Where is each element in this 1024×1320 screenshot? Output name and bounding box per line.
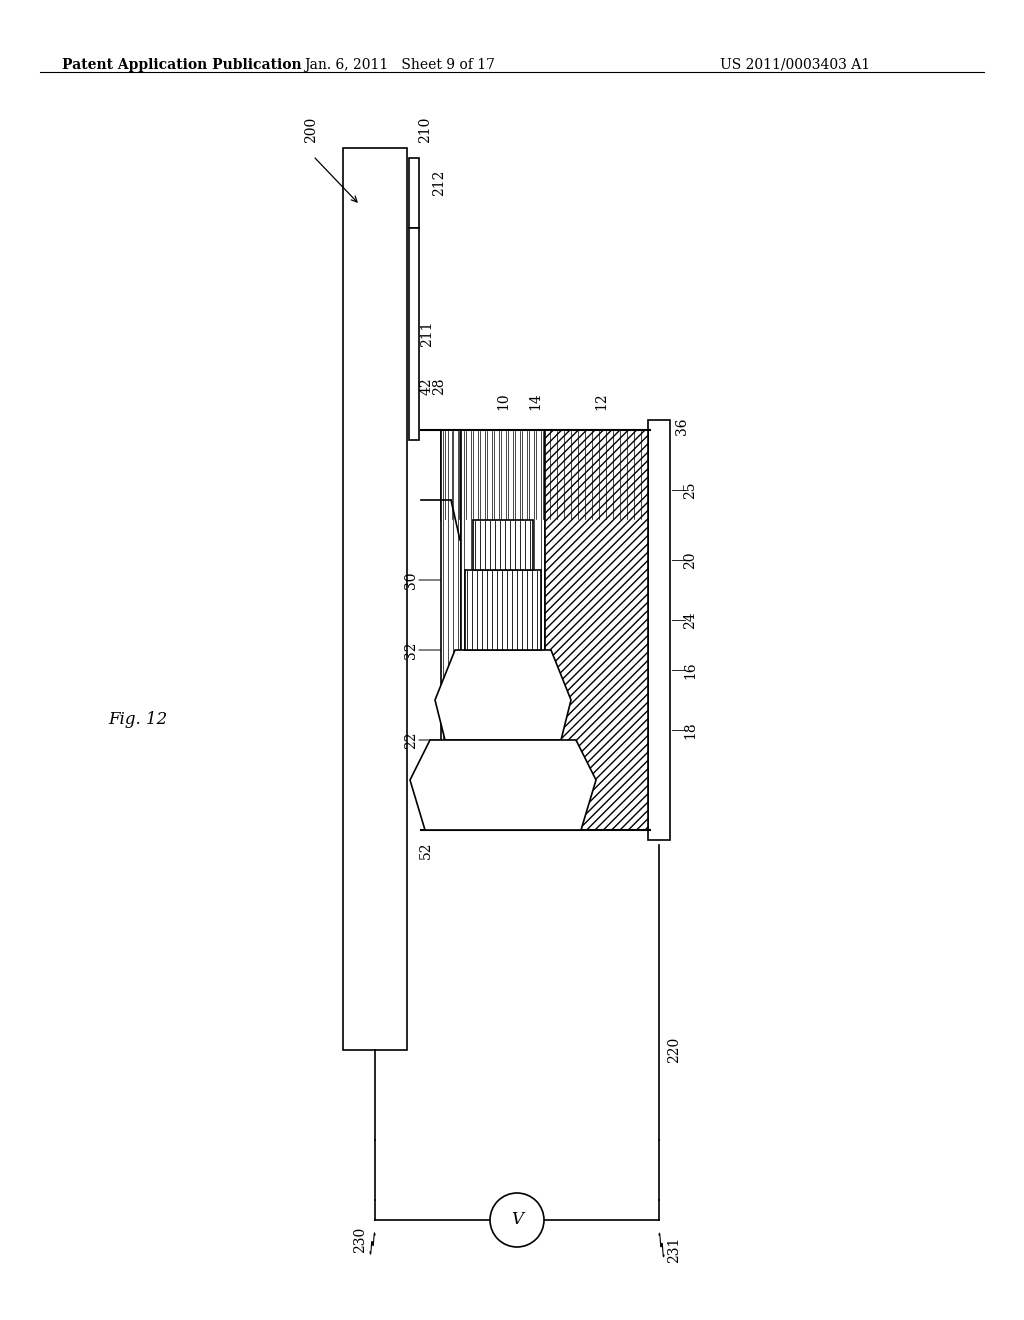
Text: V: V [511, 1212, 523, 1229]
Text: 20: 20 [683, 552, 697, 569]
Text: 16: 16 [683, 661, 697, 678]
Text: 212: 212 [432, 170, 446, 197]
Text: Jan. 6, 2011   Sheet 9 of 17: Jan. 6, 2011 Sheet 9 of 17 [304, 58, 496, 73]
Text: US 2011/0003403 A1: US 2011/0003403 A1 [720, 58, 870, 73]
Text: 42: 42 [420, 378, 434, 395]
Text: 220: 220 [667, 1038, 681, 1063]
Text: 54: 54 [452, 523, 470, 537]
Bar [441, 430, 648, 520]
Text: 10: 10 [496, 392, 510, 411]
Text: 210: 210 [418, 116, 432, 143]
Bar [461, 430, 545, 830]
Text: 22: 22 [404, 731, 418, 748]
Text: 200: 200 [304, 116, 318, 143]
Text: 28: 28 [432, 378, 446, 395]
Polygon shape [435, 649, 571, 741]
Bar [465, 570, 541, 649]
Text: Fig. 12: Fig. 12 [108, 711, 167, 729]
Text: 30: 30 [404, 572, 418, 589]
Bar [409, 228, 419, 440]
Bar [473, 520, 534, 570]
Text: 231: 231 [667, 1237, 681, 1263]
Text: 230: 230 [353, 1226, 367, 1253]
Text: Patent Application Publication: Patent Application Publication [62, 58, 302, 73]
Bar [648, 420, 670, 840]
Text: d2: d2 [450, 579, 464, 590]
Text: 18: 18 [683, 721, 697, 739]
Text: 25: 25 [683, 482, 697, 499]
Text: d3: d3 [481, 655, 495, 665]
Text: 12: 12 [594, 392, 608, 411]
Text: d1: d1 [460, 550, 474, 560]
Text: 24: 24 [683, 611, 697, 628]
Text: 14: 14 [528, 392, 542, 411]
Text: 211: 211 [420, 321, 434, 347]
Text: 32: 32 [404, 642, 418, 659]
Bar [545, 430, 648, 830]
Bar [343, 148, 407, 1049]
Polygon shape [410, 741, 596, 830]
Bar [441, 430, 461, 830]
Circle shape [490, 1193, 544, 1247]
Bar [409, 158, 419, 228]
Text: 52: 52 [419, 841, 433, 859]
Text: 36: 36 [675, 417, 689, 436]
